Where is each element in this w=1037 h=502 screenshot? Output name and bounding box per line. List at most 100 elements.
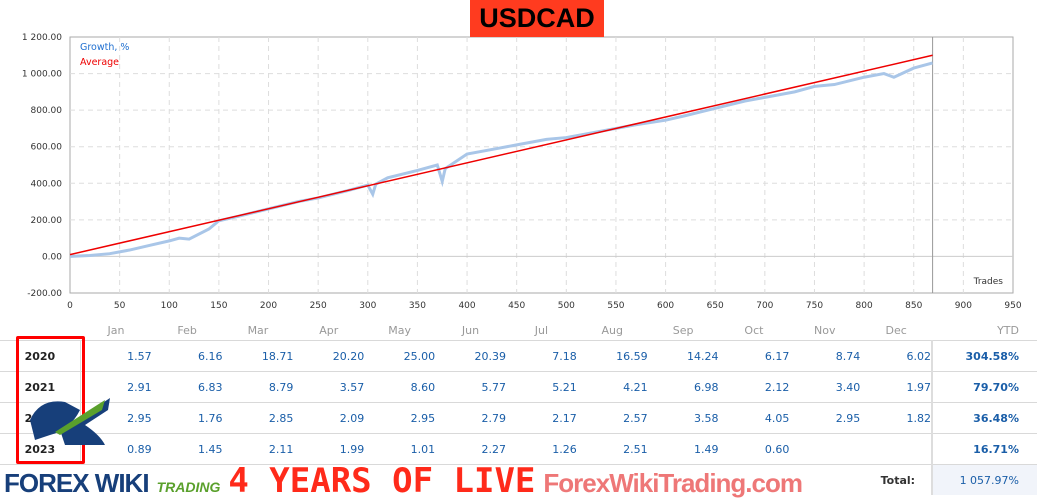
x-tick-label: 500 [558, 301, 575, 311]
ytd-value: 79.70% [931, 371, 1037, 403]
month-value: 5.21 [505, 371, 577, 403]
x-tick-label: 350 [409, 301, 426, 311]
month-value: 2.85 [222, 402, 294, 434]
column-header: Dec [885, 323, 907, 337]
month-value: 1.45 [151, 433, 223, 465]
month-value: 6.17 [718, 340, 790, 372]
month-value [789, 433, 861, 465]
x-tick-label: 750 [806, 301, 823, 311]
month-value: 25.00 [364, 340, 436, 372]
ytd-value: 36.48% [931, 402, 1037, 434]
month-value: 14.24 [647, 340, 719, 372]
month-value: 1.99 [293, 433, 365, 465]
month-value: 2.12 [718, 371, 790, 403]
month-value: 1.01 [364, 433, 436, 465]
x-tick-label: 300 [359, 301, 376, 311]
x-tick-label: 650 [707, 301, 724, 311]
watermark-strip: FOREX WIKI TRADING 4 YEARS OF LIVE Forex… [4, 461, 803, 501]
month-value: 2.79 [435, 402, 506, 434]
month-value: 0.60 [718, 433, 790, 465]
year-cell: 2020 [0, 340, 81, 372]
total-label: Total: [0, 464, 933, 495]
x-tick-label: 400 [458, 301, 475, 311]
month-value: 5.77 [435, 371, 506, 403]
month-value: 1.76 [151, 402, 223, 434]
x-tick-label: 450 [508, 301, 525, 311]
month-value: 16.59 [576, 340, 648, 372]
x-tick-label: 850 [905, 301, 922, 311]
month-value: 8.79 [222, 371, 294, 403]
y-tick-label: 1 000.00 [22, 70, 62, 80]
month-value: 2.09 [293, 402, 365, 434]
month-value: 3.40 [789, 371, 861, 403]
x-tick-label: 800 [856, 301, 873, 311]
month-value: 1.49 [647, 433, 719, 465]
x-tick-label: 900 [955, 301, 972, 311]
y-tick-label: 800.00 [31, 106, 63, 116]
total-row: Total: 1 057.97% [0, 464, 1037, 495]
x-tick-label: 950 [1004, 301, 1021, 311]
series-line-growth [69, 61, 933, 258]
month-value: 8.74 [789, 340, 861, 372]
x-tick-label: 50 [114, 301, 126, 311]
month-value: 1.97 [860, 371, 933, 403]
month-value [860, 433, 933, 465]
column-header: Sep [672, 323, 694, 337]
month-value: 2.17 [505, 402, 577, 434]
month-value: 6.98 [647, 371, 719, 403]
growth-chart: 0 50 100 150 200 250 300 350 400 450 500 550 600 650 7… [22, 33, 1022, 311]
x-tick-label: 200 [260, 301, 277, 311]
column-header: Apr [319, 323, 339, 337]
month-value: 20.39 [435, 340, 506, 372]
month-value: 2.51 [576, 433, 648, 465]
banner-watermark: 4 YEARS OF LIVE [228, 461, 536, 501]
month-value: 2.91 [80, 371, 152, 403]
month-value: 3.57 [293, 371, 365, 403]
column-header: Jun [461, 323, 480, 337]
column-header: Feb [177, 323, 197, 337]
month-value: 4.21 [576, 371, 648, 403]
legend-growth: Growth, % [80, 42, 129, 53]
column-header: YTD [997, 323, 1019, 337]
logo-subtext: TRADING [156, 479, 221, 495]
column-header: Mar [247, 323, 269, 337]
column-header: Aug [601, 323, 623, 337]
month-value: 2.57 [576, 402, 648, 434]
column-header: Jan [107, 323, 125, 337]
month-value: 1.57 [80, 340, 152, 372]
ytd-value: 304.58% [931, 340, 1037, 372]
table-row: 2021 2.91 6.83 8.79 3.57 8.60 5.77 5.21 4.21 6.98… [0, 371, 1037, 403]
month-value: 6.02 [860, 340, 933, 372]
month-value: 4.05 [718, 402, 790, 434]
y-tick-label: -200.00 [27, 289, 62, 299]
x-axis-label: Trades [973, 277, 1004, 287]
y-tick-label: 1 200.00 [22, 33, 62, 43]
year-cell: 2021 [0, 371, 81, 403]
x-tick-label: 150 [210, 301, 227, 311]
highlight-box [16, 336, 85, 464]
month-value: 6.16 [151, 340, 223, 372]
month-value: 2.95 [789, 402, 861, 434]
series-line-average [69, 54, 933, 256]
y-tick-label: 400.00 [31, 179, 63, 189]
month-value: 2.95 [364, 402, 436, 434]
month-value: 3.58 [647, 402, 719, 434]
y-tick-label: 600.00 [31, 143, 63, 153]
month-value: 7.18 [505, 340, 577, 372]
table-row: 20222.951.762.852.092.952.792.172.573.58… [0, 402, 1037, 434]
x-tick-label: 0 [67, 301, 73, 311]
ytd-value: 16.71% [931, 433, 1037, 465]
month-value: 8.60 [364, 371, 436, 403]
x-tick-label: 100 [161, 301, 178, 311]
y-tick-label: 200.00 [31, 216, 63, 226]
bull-bear-logo [30, 398, 110, 445]
y-tick-label: 0.00 [42, 252, 62, 262]
symbol-title: USDCAD [470, 0, 604, 37]
column-header: Nov [814, 323, 836, 337]
month-value: 2.27 [435, 433, 506, 465]
total-value: 1 057.97% [931, 464, 1037, 495]
month-value: 18.71 [222, 340, 294, 372]
logo-text: FOREX WIKI [4, 468, 150, 498]
table-row: 2020 1.57 6.16 18.71 20.20 25.00 20.39 7.18 16.5… [0, 340, 1037, 372]
month-value: 6.83 [151, 371, 223, 403]
